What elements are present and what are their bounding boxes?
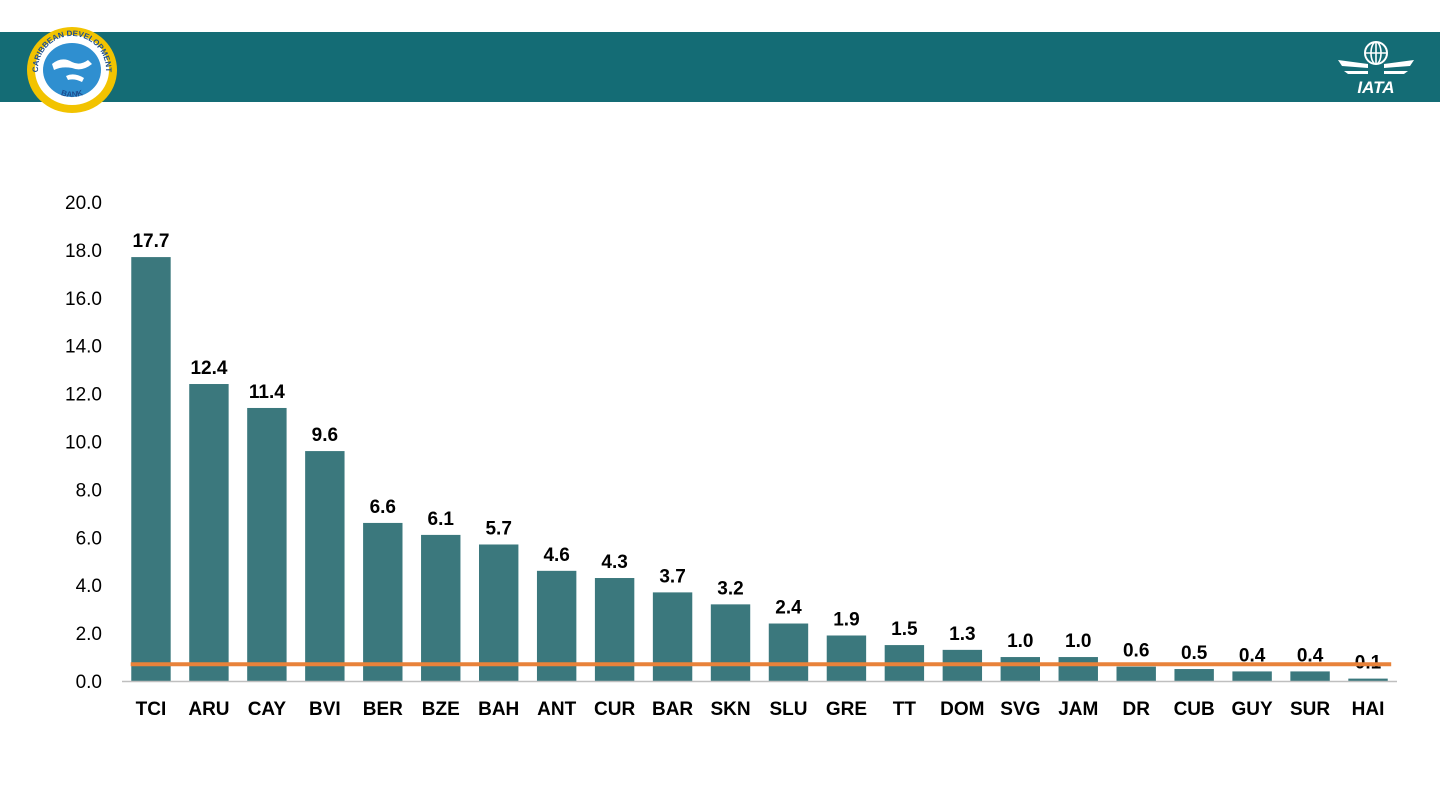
bar-bvi	[305, 451, 345, 681]
y-tick-label: 2.0	[76, 624, 102, 645]
data-label: 5.7	[485, 518, 511, 539]
category-label: ANT	[537, 699, 576, 720]
y-axis-ticks: 0.0 2.0 4.0 6.0 8.0 10.0 12.0 14.0 16.0 18.0 20.0	[65, 193, 102, 693]
y-tick-label: 14.0	[65, 337, 102, 358]
data-label: 2.4	[775, 598, 802, 619]
category-label: CUB	[1174, 699, 1215, 720]
y-tick-label: 10.0	[65, 433, 102, 454]
category-label: SLU	[769, 699, 807, 720]
category-label: BAH	[478, 699, 519, 720]
data-label: 1.0	[1007, 631, 1033, 652]
category-labels: TCI ARU CAY BVI BER BZE BAH ANT CUR BAR SKN SLU GRE T…	[136, 699, 1385, 720]
data-label: 0.6	[1123, 641, 1149, 662]
category-label: BVI	[309, 699, 341, 720]
category-label: SVG	[1000, 699, 1040, 720]
category-label: CUR	[594, 699, 635, 720]
data-label: 1.9	[833, 609, 859, 630]
y-tick-label: 12.0	[65, 385, 102, 406]
data-labels: 17.7 12.4 11.4 9.6 6.6 6.1 5.7 4.6 4.3 3.7 3.2 2.4 1…	[132, 231, 1381, 674]
category-label: HAI	[1352, 699, 1385, 720]
data-label: 3.2	[717, 578, 743, 599]
data-label: 6.1	[428, 509, 455, 530]
category-label: CAY	[248, 699, 287, 720]
bar-jam	[1058, 657, 1098, 681]
data-label: 0.5	[1181, 643, 1208, 664]
bar-dr	[1116, 666, 1156, 681]
bar-guy	[1232, 671, 1272, 681]
data-label: 1.5	[891, 619, 918, 640]
svg-text:BANK: BANK	[60, 88, 84, 99]
y-tick-label: 4.0	[76, 576, 102, 597]
category-label: TCI	[136, 699, 167, 720]
data-label: 1.0	[1065, 631, 1091, 652]
category-label: BER	[363, 699, 403, 720]
category-label: GRE	[826, 699, 867, 720]
data-label: 4.6	[543, 545, 569, 566]
bar-svg	[1000, 657, 1040, 681]
bar-cub	[1174, 669, 1214, 681]
data-label: 0.4	[1297, 645, 1324, 666]
y-tick-label: 20.0	[65, 193, 102, 214]
data-label: 9.6	[312, 425, 338, 446]
bar-skn	[710, 604, 751, 681]
data-label: 6.6	[370, 497, 396, 518]
category-label: BAR	[652, 699, 693, 720]
category-label: BZE	[422, 699, 460, 720]
bar-aru	[189, 384, 229, 681]
category-label: DOM	[940, 699, 984, 720]
caribbean-development-bank-logo: CARIBBEAN DEVELOPMENT BANK	[27, 27, 117, 113]
iata-logo: IATA	[1338, 41, 1414, 96]
bar-sur	[1290, 671, 1330, 681]
bar-gre	[826, 635, 867, 681]
data-label: 11.4	[249, 382, 285, 403]
bar-bah	[479, 544, 519, 681]
iata-logo-text: IATA	[1357, 78, 1394, 96]
bars	[131, 257, 1388, 681]
bar-bar	[652, 592, 693, 681]
y-tick-label: 18.0	[65, 241, 102, 262]
bar-hai	[1348, 678, 1388, 681]
y-tick-label: 6.0	[76, 528, 102, 549]
category-label: SKN	[710, 699, 750, 720]
bar-ber	[363, 522, 403, 681]
category-label: GUY	[1232, 699, 1274, 720]
category-label: JAM	[1058, 699, 1098, 720]
data-label: 1.3	[949, 624, 975, 645]
bar-tci	[131, 257, 171, 681]
y-tick-label: 8.0	[76, 480, 102, 501]
category-label: ARU	[188, 699, 229, 720]
data-label: 4.3	[601, 552, 627, 573]
data-label: 12.4	[190, 358, 227, 379]
data-label: 0.4	[1239, 645, 1266, 666]
y-tick-label: 16.0	[65, 289, 102, 310]
bar-cay	[247, 407, 287, 681]
category-label: DR	[1122, 699, 1150, 720]
data-label: 3.7	[659, 566, 685, 587]
category-label: TT	[893, 699, 917, 720]
category-label: SUR	[1290, 699, 1330, 720]
data-label: 17.7	[132, 231, 169, 252]
y-tick-label: 0.0	[76, 672, 102, 693]
bar-slu	[768, 623, 809, 681]
header-bar	[0, 32, 1440, 102]
bar-bze	[421, 534, 461, 681]
